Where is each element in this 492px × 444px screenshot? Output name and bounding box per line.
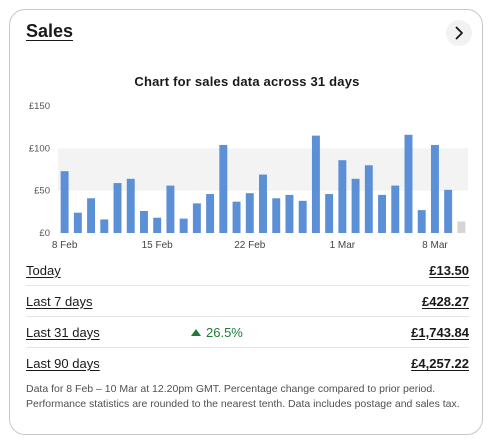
chart-bar xyxy=(444,189,453,233)
chart-bar xyxy=(192,203,201,233)
summary-value[interactable]: £4,257.22 xyxy=(411,356,469,371)
chart-bar xyxy=(338,160,347,233)
summary-label[interactable]: Today xyxy=(26,262,61,278)
chevron-right-icon xyxy=(455,26,463,40)
chart-bar xyxy=(285,194,294,233)
y-tick-label: £0 xyxy=(39,228,50,239)
x-tick-label: 8 Feb xyxy=(52,240,78,251)
chart-bar xyxy=(166,185,175,233)
footnote: Data for 8 Feb – 10 Mar at 12.20pm GMT. … xyxy=(26,383,460,410)
chart-bar xyxy=(351,178,360,233)
summary-row-today: Today £13.50 xyxy=(26,255,469,286)
sales-bar-chart: £0 £50 £100 £150 8 Feb 15 Feb 22 Feb 1 Mar 8 Mar xyxy=(29,101,468,251)
y-tick-label: £50 xyxy=(34,186,50,197)
chart-bar xyxy=(60,171,69,233)
percentage-change: 26.5% xyxy=(191,325,243,340)
summary-row-7-days: Last 7 days £428.27 xyxy=(26,286,469,317)
chart-bar xyxy=(272,198,281,233)
chart-bar xyxy=(140,210,148,233)
chart-bar xyxy=(259,174,267,233)
chart-bar xyxy=(179,218,188,233)
chart-bar xyxy=(73,212,82,233)
x-tick-label: 22 Feb xyxy=(234,240,266,251)
chart-title: Chart for sales data across 31 days xyxy=(134,74,360,89)
chart-bar xyxy=(430,144,439,233)
percentage-change-value: 26.5% xyxy=(206,324,243,340)
summary-value[interactable]: £13.50 xyxy=(429,262,469,278)
chart-bar xyxy=(100,219,109,233)
chart-bar xyxy=(391,185,400,233)
chart-bar xyxy=(153,217,162,233)
y-tick-label: £150 xyxy=(29,101,50,112)
chart-bar xyxy=(219,144,228,233)
x-tick-label: 1 Mar xyxy=(330,240,356,251)
sales-card: Sales Chart for sales data across 31 day… xyxy=(9,9,483,435)
chart-bar xyxy=(417,210,426,233)
summary-label[interactable]: Last 7 days xyxy=(26,293,93,309)
summary-value[interactable]: £1,743.84 xyxy=(411,324,469,340)
open-sales-button[interactable] xyxy=(446,20,472,46)
chart-bar xyxy=(457,221,466,233)
chart-bar xyxy=(113,183,122,233)
y-tick-label: £100 xyxy=(29,143,50,154)
trend-up-icon xyxy=(191,328,201,336)
summary-value[interactable]: £428.27 xyxy=(422,293,469,309)
chart-bar xyxy=(126,178,135,233)
chart-bar xyxy=(206,194,215,233)
card-title[interactable]: Sales xyxy=(26,21,74,41)
x-tick-label: 8 Mar xyxy=(422,240,448,251)
chart-bar xyxy=(311,135,320,233)
summary-label[interactable]: Last 31 days xyxy=(26,324,100,340)
chart-bar xyxy=(87,198,96,233)
chart-bar xyxy=(232,201,241,233)
summary-row-90-days: Last 90 days £4,257.22 xyxy=(26,348,469,379)
chart-bar xyxy=(364,165,373,233)
chart-bar xyxy=(325,194,334,233)
x-tick-label: 15 Feb xyxy=(142,240,174,251)
chart-bar xyxy=(404,134,413,233)
chart-bar xyxy=(378,194,386,233)
summary-list: Today £13.50 Last 7 days £428.27 Last 31… xyxy=(26,255,469,379)
chart-bar xyxy=(245,193,254,233)
summary-label[interactable]: Last 90 days xyxy=(26,356,100,371)
summary-row-31-days: Last 31 days 26.5% £1,743.84 xyxy=(26,317,469,348)
chart-bar xyxy=(298,200,307,233)
